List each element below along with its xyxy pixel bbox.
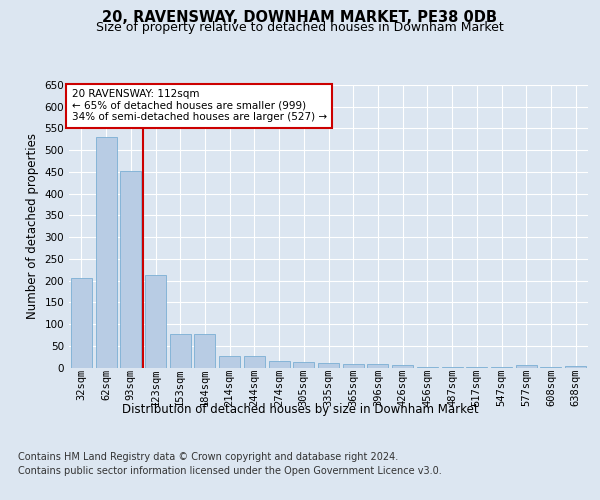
Bar: [343, 364, 364, 368]
Bar: [516, 366, 537, 368]
Bar: [219, 356, 240, 368]
Text: 20, RAVENSWAY, DOWNHAM MARKET, PE38 0DB: 20, RAVENSWAY, DOWNHAM MARKET, PE38 0DB: [103, 10, 497, 25]
Text: Size of property relative to detached houses in Downham Market: Size of property relative to detached ho…: [96, 22, 504, 35]
Text: Distribution of detached houses by size in Downham Market: Distribution of detached houses by size …: [122, 402, 478, 415]
Text: Contains HM Land Registry data © Crown copyright and database right 2024.: Contains HM Land Registry data © Crown c…: [18, 452, 398, 462]
Bar: [194, 334, 215, 368]
Bar: [367, 364, 388, 368]
Bar: [417, 366, 438, 368]
Bar: [269, 360, 290, 368]
Bar: [145, 275, 166, 368]
Bar: [293, 362, 314, 368]
Bar: [95, 137, 116, 368]
Y-axis label: Number of detached properties: Number of detached properties: [26, 133, 39, 320]
Bar: [244, 356, 265, 368]
Text: 20 RAVENSWAY: 112sqm
← 65% of detached houses are smaller (999)
34% of semi-deta: 20 RAVENSWAY: 112sqm ← 65% of detached h…: [71, 89, 327, 122]
Text: Contains public sector information licensed under the Open Government Licence v3: Contains public sector information licen…: [18, 466, 442, 476]
Bar: [170, 334, 191, 368]
Bar: [318, 363, 339, 368]
Bar: [565, 366, 586, 368]
Bar: [392, 366, 413, 368]
Bar: [71, 278, 92, 368]
Bar: [120, 171, 141, 368]
